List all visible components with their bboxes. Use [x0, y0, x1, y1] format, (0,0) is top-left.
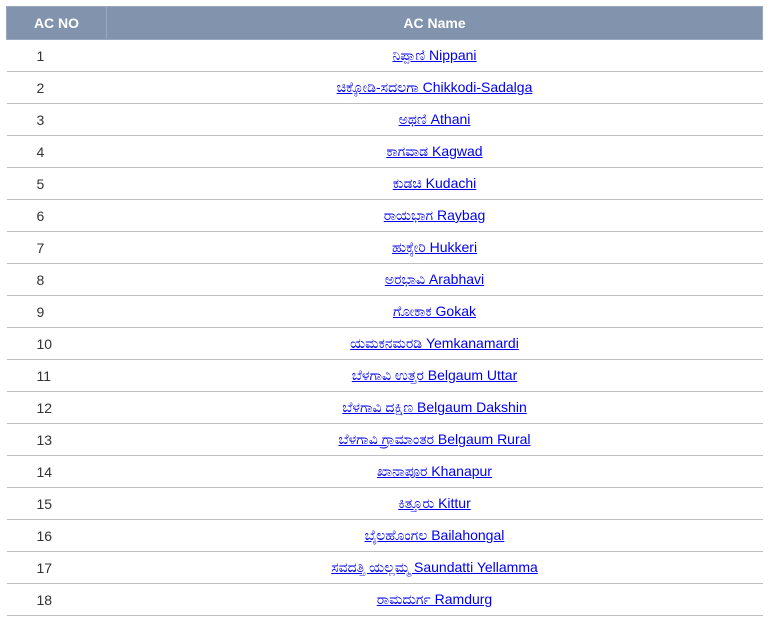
- table-row: 4 ಕಾಗವಾಡ Kagwad: [7, 136, 763, 168]
- cell-ac-no: 18: [7, 584, 107, 616]
- ac-name-link[interactable]: ಬೆಳಗಾವಿ ದಕ್ಷಿಣ Belgaum Dakshin: [342, 399, 526, 415]
- cell-ac-no: 2: [7, 72, 107, 104]
- table-row: 11 ಬೆಳಗಾವಿ ಉತ್ತರ Belgaum Uttar: [7, 360, 763, 392]
- cell-ac-name: ಬೈಲಹೊಂಗಲ Bailahongal: [107, 520, 763, 552]
- cell-ac-no: 4: [7, 136, 107, 168]
- cell-ac-name: ರಾಮದುರ್ಗ Ramdurg: [107, 584, 763, 616]
- cell-ac-name: ಯಮಕನಮರಡಿ Yemkanamardi: [107, 328, 763, 360]
- cell-ac-no: 5: [7, 168, 107, 200]
- cell-ac-name: ಖಾನಾಪೂರ Khanapur: [107, 456, 763, 488]
- cell-ac-name: ಕಿತ್ತೂರು Kittur: [107, 488, 763, 520]
- table-row: 2 ಚಿಕ್ಕೋಡಿ-ಸದಲಗಾ Chikkodi-Sadalga: [7, 72, 763, 104]
- cell-ac-no: 11: [7, 360, 107, 392]
- cell-ac-name: ಅಥಣಿ Athani: [107, 104, 763, 136]
- cell-ac-name: ಕುಡಚಿ Kudachi: [107, 168, 763, 200]
- header-ac-name: AC Name: [107, 7, 763, 40]
- ac-name-link[interactable]: ಬೆಳಗಾವಿ ಗ್ರಾಮಾಂತರ Belgaum Rural: [338, 431, 530, 447]
- cell-ac-no: 12: [7, 392, 107, 424]
- ac-name-link[interactable]: ನಿಪ್ಪಾಣಿ Nippani: [392, 47, 476, 63]
- cell-ac-name: ಬೆಳಗಾವಿ ಉತ್ತರ Belgaum Uttar: [107, 360, 763, 392]
- cell-ac-name: ರಾಯಭಾಗ Raybag: [107, 200, 763, 232]
- cell-ac-name: ಹುಕ್ಕೇರಿ Hukkeri: [107, 232, 763, 264]
- table-row: 16 ಬೈಲಹೊಂಗಲ Bailahongal: [7, 520, 763, 552]
- cell-ac-no: 9: [7, 296, 107, 328]
- ac-name-link[interactable]: ಬೈಲಹೊಂಗಲ Bailahongal: [365, 527, 505, 543]
- cell-ac-no: 8: [7, 264, 107, 296]
- ac-name-link[interactable]: ರಾಯಭಾಗ Raybag: [384, 207, 486, 223]
- cell-ac-name: ಸವದತ್ತಿ ಯಲ್ಲಮ್ಮ Saundatti Yellamma: [107, 552, 763, 584]
- table-row: 10 ಯಮಕನಮರಡಿ Yemkanamardi: [7, 328, 763, 360]
- table-row: 7 ಹುಕ್ಕೇರಿ Hukkeri: [7, 232, 763, 264]
- cell-ac-no: 13: [7, 424, 107, 456]
- table-row: 14 ಖಾನಾಪೂರ Khanapur: [7, 456, 763, 488]
- header-ac-no: AC NO: [7, 7, 107, 40]
- table-row: 13 ಬೆಳಗಾವಿ ಗ್ರಾಮಾಂತರ Belgaum Rural: [7, 424, 763, 456]
- table-row: 6 ರಾಯಭಾಗ Raybag: [7, 200, 763, 232]
- ac-name-link[interactable]: ಹುಕ್ಕೇರಿ Hukkeri: [392, 239, 477, 255]
- ac-name-link[interactable]: ಅಥಣಿ Athani: [399, 111, 471, 127]
- ac-table: AC NO AC Name 1 ನಿಪ್ಪಾಣಿ Nippani 2 ಚಿಕ್ಕೋಡಿ…: [6, 6, 763, 616]
- table-row: 18 ರಾಮದುರ್ಗ Ramdurg: [7, 584, 763, 616]
- table-row: 9 ಗೋಕಾಕ Gokak: [7, 296, 763, 328]
- cell-ac-name: ಬೆಳಗಾವಿ ಗ್ರಾಮಾಂತರ Belgaum Rural: [107, 424, 763, 456]
- ac-name-link[interactable]: ಕಾಗವಾಡ Kagwad: [386, 143, 482, 159]
- cell-ac-no: 1: [7, 40, 107, 72]
- ac-name-link[interactable]: ಸವದತ್ತಿ ಯಲ್ಲಮ್ಮ Saundatti Yellamma: [331, 559, 538, 575]
- table-row: 15 ಕಿತ್ತೂರು Kittur: [7, 488, 763, 520]
- ac-name-link[interactable]: ಗೋಕಾಕ Gokak: [393, 303, 476, 319]
- table-row: 1 ನಿಪ್ಪಾಣಿ Nippani: [7, 40, 763, 72]
- ac-name-link[interactable]: ಬೆಳಗಾವಿ ಉತ್ತರ Belgaum Uttar: [352, 367, 518, 383]
- cell-ac-name: ನಿಪ್ಪಾಣಿ Nippani: [107, 40, 763, 72]
- cell-ac-name: ಅರಭಾವಿ Arabhavi: [107, 264, 763, 296]
- cell-ac-name: ಕಾಗವಾಡ Kagwad: [107, 136, 763, 168]
- cell-ac-no: 7: [7, 232, 107, 264]
- table-row: 3 ಅಥಣಿ Athani: [7, 104, 763, 136]
- cell-ac-no: 10: [7, 328, 107, 360]
- ac-name-link[interactable]: ಯಮಕನಮರಡಿ Yemkanamardi: [350, 335, 519, 351]
- cell-ac-name: ಬೆಳಗಾವಿ ದಕ್ಷಿಣ Belgaum Dakshin: [107, 392, 763, 424]
- table-row: 12 ಬೆಳಗಾವಿ ದಕ್ಷಿಣ Belgaum Dakshin: [7, 392, 763, 424]
- cell-ac-no: 17: [7, 552, 107, 584]
- cell-ac-no: 16: [7, 520, 107, 552]
- table-row: 5 ಕುಡಚಿ Kudachi: [7, 168, 763, 200]
- table-row: 8 ಅರಭಾವಿ Arabhavi: [7, 264, 763, 296]
- cell-ac-no: 15: [7, 488, 107, 520]
- cell-ac-name: ಚಿಕ್ಕೋಡಿ-ಸದಲಗಾ Chikkodi-Sadalga: [107, 72, 763, 104]
- ac-name-link[interactable]: ಕುಡಚಿ Kudachi: [393, 175, 477, 191]
- cell-ac-no: 6: [7, 200, 107, 232]
- ac-name-link[interactable]: ಚಿಕ್ಕೋಡಿ-ಸದಲಗಾ Chikkodi-Sadalga: [337, 79, 533, 95]
- ac-name-link[interactable]: ಖಾನಾಪೂರ Khanapur: [377, 463, 492, 479]
- ac-name-link[interactable]: ರಾಮದುರ್ಗ Ramdurg: [377, 591, 492, 607]
- ac-name-link[interactable]: ಕಿತ್ತೂರು Kittur: [398, 495, 471, 511]
- table-row: 17 ಸವದತ್ತಿ ಯಲ್ಲಮ್ಮ Saundatti Yellamma: [7, 552, 763, 584]
- ac-name-link[interactable]: ಅರಭಾವಿ Arabhavi: [385, 271, 484, 287]
- cell-ac-no: 14: [7, 456, 107, 488]
- cell-ac-no: 3: [7, 104, 107, 136]
- cell-ac-name: ಗೋಕಾಕ Gokak: [107, 296, 763, 328]
